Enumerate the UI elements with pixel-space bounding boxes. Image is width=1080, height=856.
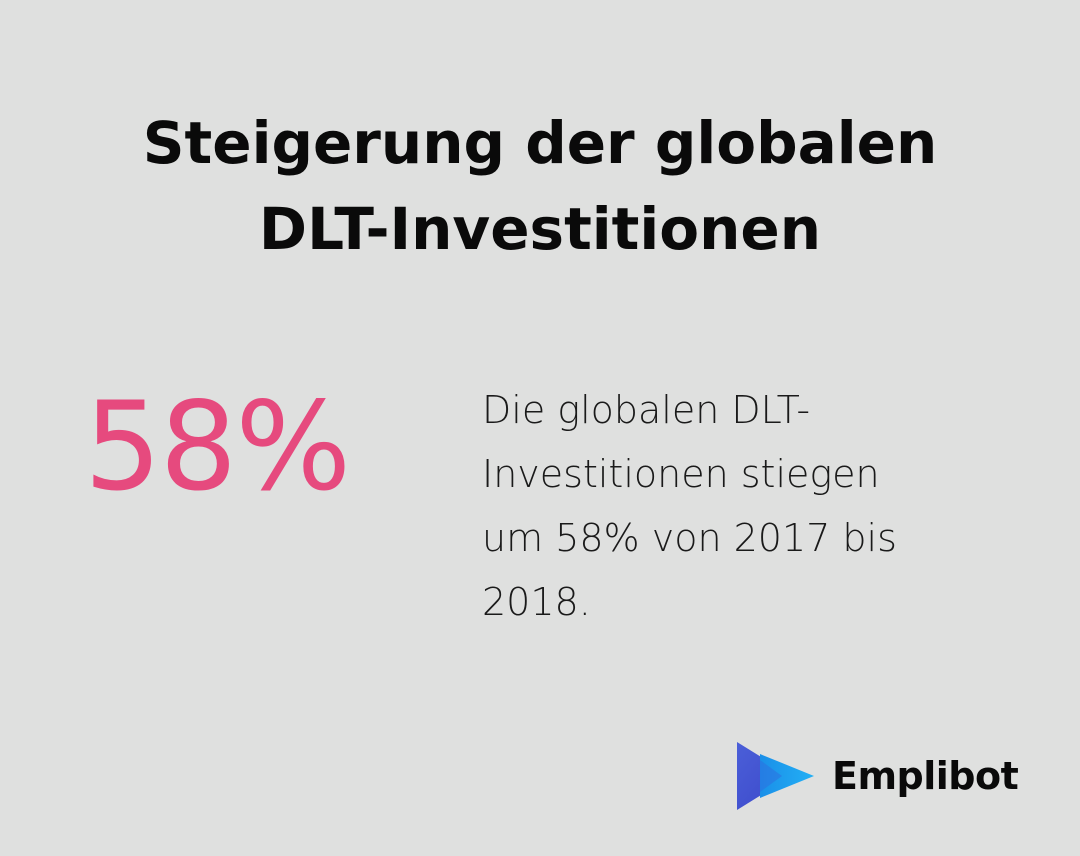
brand-name: Emplibot [832, 754, 1019, 798]
description-line-2: Investitionen stiegen [482, 452, 880, 496]
description-line-4: 2018. [482, 580, 591, 624]
page-title: Steigerung der globalen DLT-Investitione… [0, 100, 1080, 272]
play-arrows-logo-icon [737, 742, 814, 810]
title-line-2: DLT-Investitionen [258, 195, 822, 263]
stat-description: Die globalen DLT- Investitionen stiegen … [482, 378, 982, 634]
description-line-1: Die globalen DLT- [482, 388, 811, 432]
title-line-1: Steigerung der globalen [142, 109, 938, 177]
stat-value: 58% [84, 376, 351, 518]
brand-logo: Emplibot [734, 740, 1019, 812]
description-line-3: um 58% von 2017 bis [482, 516, 897, 560]
